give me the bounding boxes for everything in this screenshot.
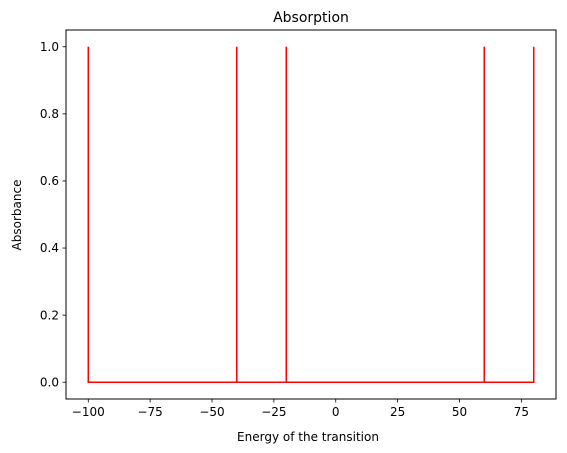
x-tick-label: 0 bbox=[332, 405, 340, 419]
y-tick-label: 1.0 bbox=[40, 40, 59, 54]
x-tick-label: 50 bbox=[452, 405, 467, 419]
y-tick-label: 0.0 bbox=[40, 375, 59, 389]
x-tick-label: −25 bbox=[261, 405, 286, 419]
y-tick-label: 0.8 bbox=[40, 107, 59, 121]
x-tick-label: −50 bbox=[199, 405, 224, 419]
chart-title: Absorption bbox=[273, 10, 349, 26]
y-tick-label: 0.2 bbox=[40, 308, 59, 322]
y-axis-ticks: 0.0 0.2 0.4 0.6 0.8 1.0 bbox=[40, 40, 66, 389]
x-tick-label: 75 bbox=[514, 405, 529, 419]
y-tick-label: 0.6 bbox=[40, 174, 59, 188]
x-axis-ticks: −100 −75 −50 −25 0 25 50 75 bbox=[72, 399, 529, 419]
y-axis-label: Absorbance bbox=[10, 180, 24, 251]
y-tick-label: 0.4 bbox=[40, 241, 59, 255]
x-axis-label: Energy of the transition bbox=[237, 430, 379, 444]
x-tick-label: −100 bbox=[72, 405, 105, 419]
axes-frame bbox=[65, 29, 557, 400]
x-tick-label: 25 bbox=[390, 405, 405, 419]
series-line-0 bbox=[87, 46, 535, 383]
x-tick-label: −75 bbox=[137, 405, 162, 419]
plot-area bbox=[87, 46, 535, 383]
